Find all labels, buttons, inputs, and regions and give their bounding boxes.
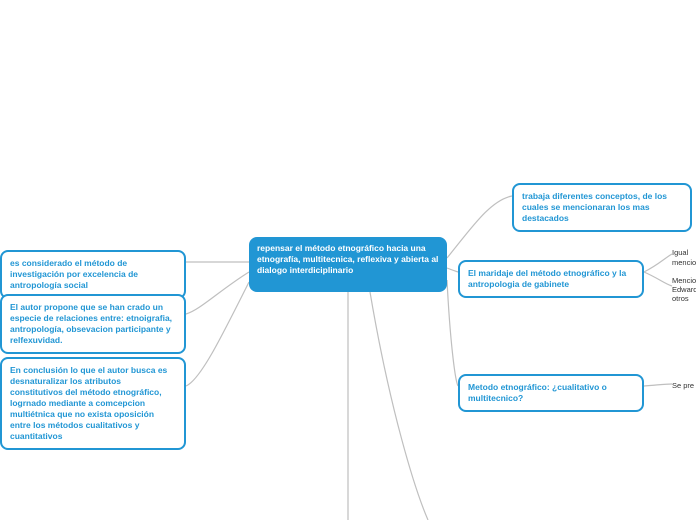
- partial-text-p4: Edward: [672, 285, 696, 294]
- child-node-n5[interactable]: El autor propone que se han crado un esp…: [0, 294, 186, 354]
- center-node-text: repensar el método etnográfico hacia una…: [257, 243, 438, 275]
- child-node-text: El autor propone que se han crado un esp…: [10, 302, 172, 345]
- mindmap-canvas: repensar el método etnográfico hacia una…: [0, 0, 696, 520]
- center-node[interactable]: repensar el método etnográfico hacia una…: [249, 237, 447, 292]
- child-node-n2[interactable]: El maridaje del método etnográfico y la …: [458, 260, 644, 298]
- child-node-text: Metodo etnográfico: ¿cualitativo o multi…: [468, 382, 607, 403]
- child-node-text: En conclusión lo que el autor busca es d…: [10, 365, 167, 441]
- partial-text-p3: Mencio: [672, 276, 696, 285]
- partial-text-p1: Igual: [672, 248, 688, 257]
- partial-text-p2: mencio: [672, 258, 696, 267]
- child-node-n3[interactable]: Metodo etnográfico: ¿cualitativo o multi…: [458, 374, 644, 412]
- child-node-n1[interactable]: trabaja diferentes conceptos, de los cua…: [512, 183, 692, 232]
- child-node-n6[interactable]: En conclusión lo que el autor busca es d…: [0, 357, 186, 450]
- partial-text-p6: Se pre: [672, 381, 694, 390]
- child-node-text: trabaja diferentes conceptos, de los cua…: [522, 191, 667, 223]
- child-node-n4[interactable]: es considerado el método de investigació…: [0, 250, 186, 299]
- partial-text-p5: otros: [672, 294, 689, 303]
- child-node-text: El maridaje del método etnográfico y la …: [468, 268, 626, 289]
- child-node-text: es considerado el método de investigació…: [10, 258, 138, 290]
